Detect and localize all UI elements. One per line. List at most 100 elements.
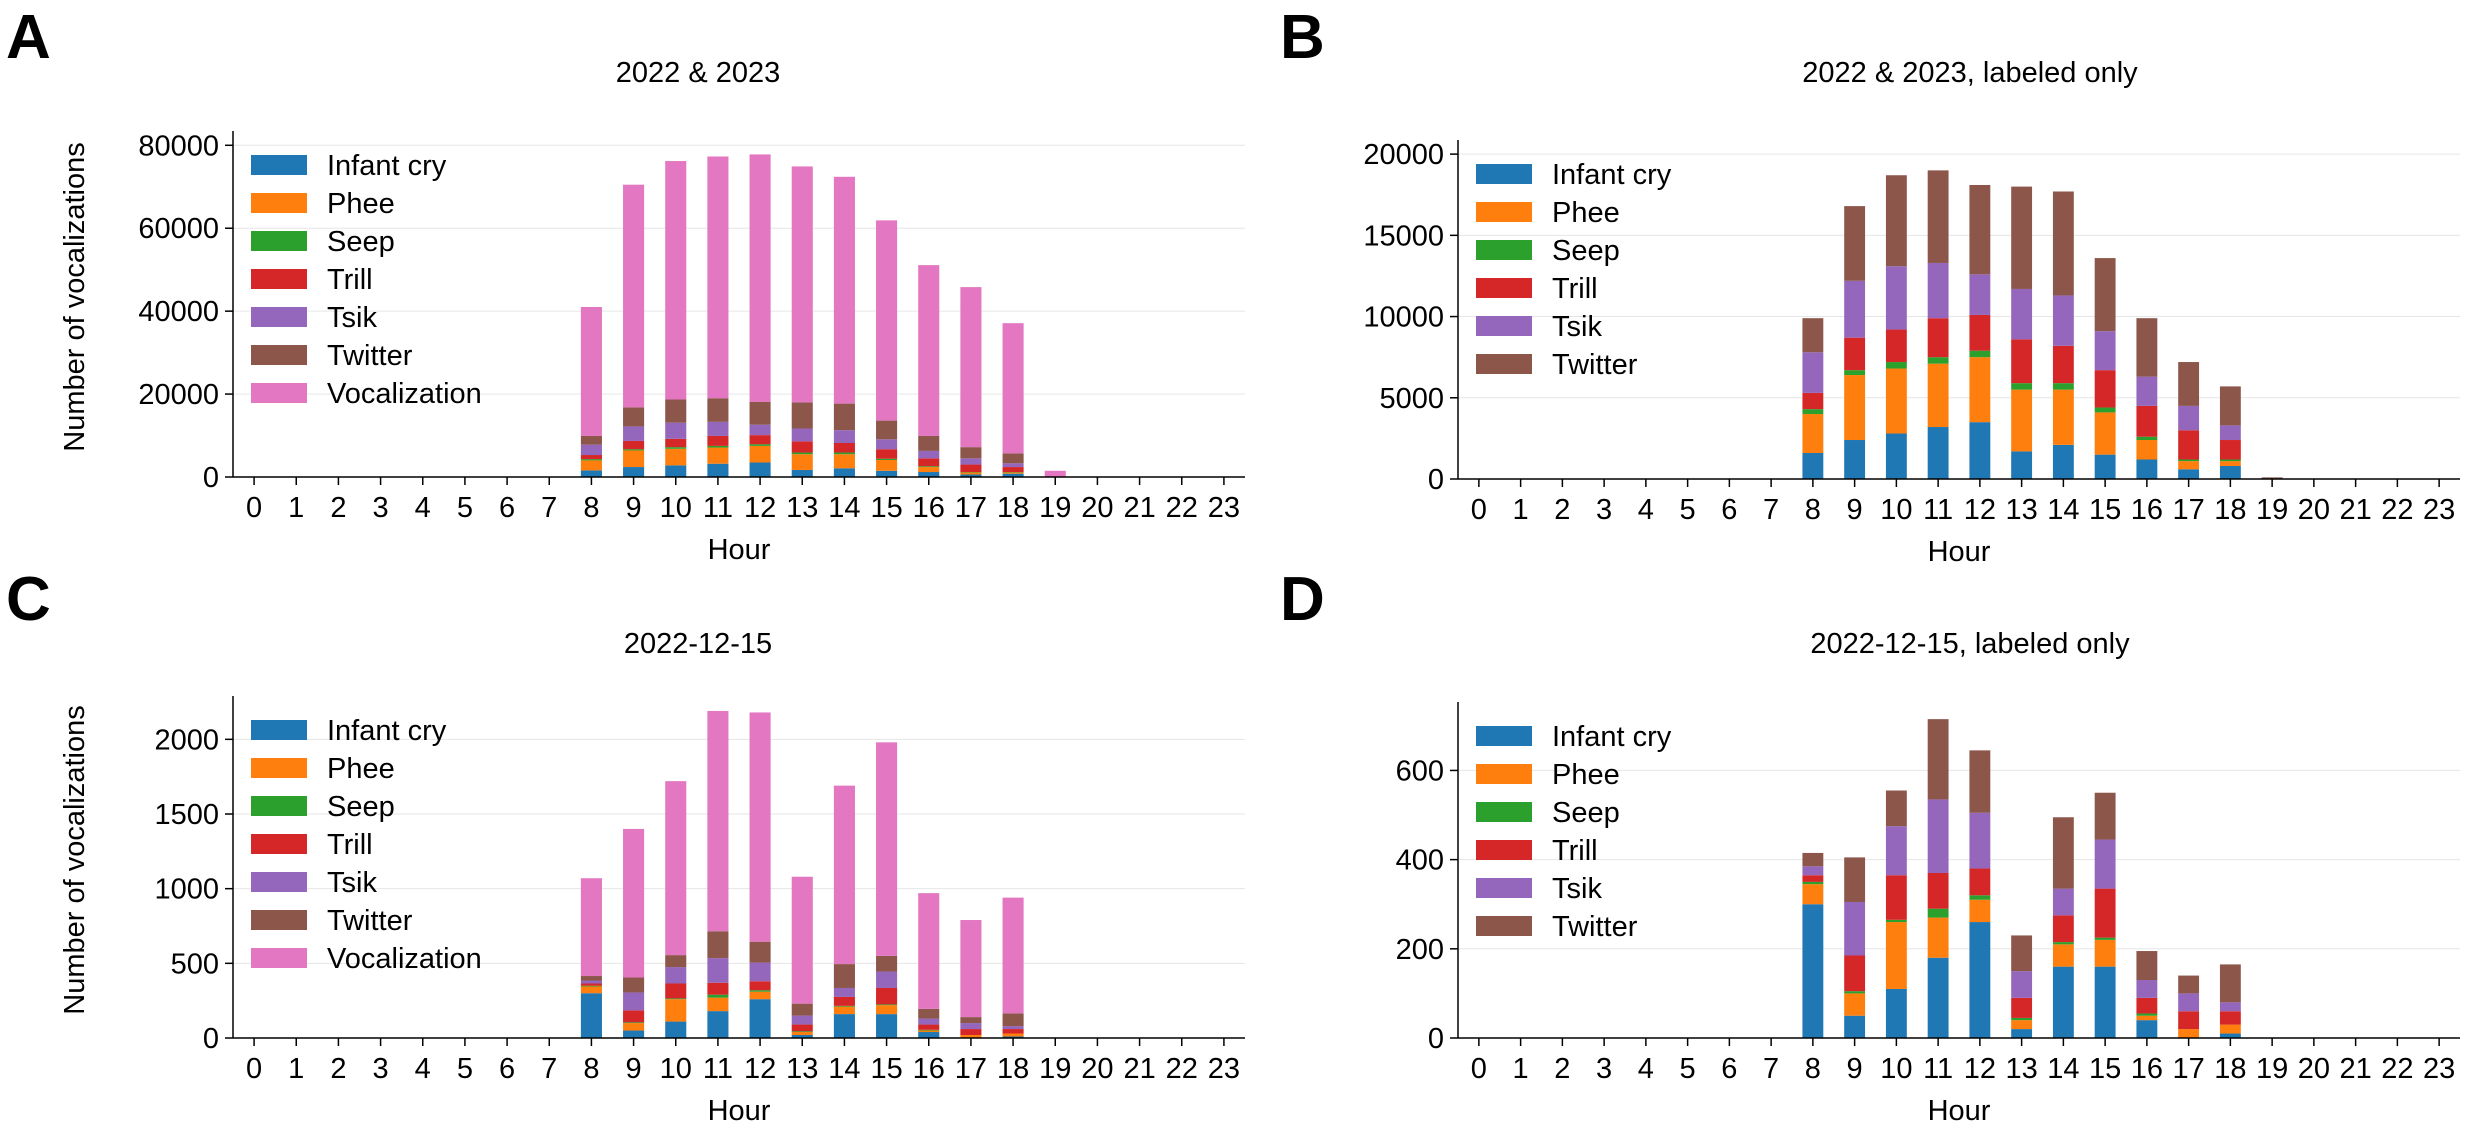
y-tick-label: 15000 xyxy=(1363,220,1444,252)
legend-label: Tsik xyxy=(1552,873,1602,905)
bar-segment xyxy=(1002,1029,1024,1034)
bar-segment xyxy=(791,1032,813,1036)
x-tick-label: 3 xyxy=(373,492,389,524)
x-tick-label: 15 xyxy=(2089,494,2121,526)
x-tick-label: 7 xyxy=(541,492,557,524)
legend-swatch xyxy=(251,872,307,892)
bar-segment xyxy=(2094,966,2116,1038)
x-tick-label: 0 xyxy=(246,1053,262,1085)
bar-segment xyxy=(707,982,729,995)
bar-segment xyxy=(1844,993,1866,1016)
bar-segment xyxy=(2219,440,2241,460)
bar-segment xyxy=(2052,295,2074,346)
x-tick-label: 13 xyxy=(2005,494,2037,526)
bar-segment xyxy=(918,1024,940,1030)
bar-segment xyxy=(1802,453,1824,479)
bar-segment xyxy=(876,220,898,421)
bar-segment xyxy=(665,1021,687,1038)
x-tick-label: 13 xyxy=(2005,1053,2037,1085)
bar-segment xyxy=(580,986,602,994)
x-tick-label: 0 xyxy=(1471,494,1487,526)
bar-segment xyxy=(1927,908,1949,918)
legend-swatch xyxy=(251,307,307,327)
bar-segment xyxy=(707,421,729,436)
bar-segment xyxy=(2178,1011,2200,1030)
y-tick-label: 200 xyxy=(1396,934,1444,966)
bar-segment xyxy=(2011,339,2033,384)
bar-segment xyxy=(833,1014,855,1038)
x-tick-label: 14 xyxy=(828,1053,860,1085)
bar-segment xyxy=(580,460,602,471)
bar-segment xyxy=(2094,331,2116,371)
bar-segment xyxy=(707,931,729,959)
bar-segment xyxy=(876,460,898,471)
bar-segment xyxy=(1969,895,1991,900)
bar-segment xyxy=(1844,375,1866,441)
bar-segment xyxy=(918,1008,940,1019)
legend-label: Trill xyxy=(1552,273,1598,305)
y-tick-label: 2000 xyxy=(154,724,219,756)
bar-segment xyxy=(1002,897,1024,1014)
bar-segment xyxy=(580,985,602,987)
bar-segment xyxy=(833,403,855,431)
bar-segment xyxy=(918,893,940,1009)
x-tick-label: 23 xyxy=(2423,494,2455,526)
bar-segment xyxy=(707,447,729,464)
bar-segment xyxy=(918,472,940,477)
bar-segment xyxy=(580,878,602,977)
bar-segment xyxy=(749,401,771,425)
x-tick-label: 12 xyxy=(1964,1053,1996,1085)
x-tick-label: 12 xyxy=(1964,494,1996,526)
x-tick-label: 19 xyxy=(1039,1053,1071,1085)
bar-segment xyxy=(918,1018,940,1025)
panel-letter: C xyxy=(6,565,51,634)
bar-segment xyxy=(2178,993,2200,1012)
bar-segment xyxy=(1802,318,1824,353)
bar-segment xyxy=(2011,1017,2033,1021)
bar-segment xyxy=(833,1005,855,1007)
bar-segment xyxy=(2011,997,2033,1018)
bar-segment xyxy=(1802,881,1824,885)
bar-segment xyxy=(833,430,855,443)
bar-segment xyxy=(918,1032,940,1038)
y-tick-label: 60000 xyxy=(138,213,219,245)
legend-label: Infant cry xyxy=(1552,159,1672,191)
bar-segment xyxy=(2219,1024,2241,1034)
bar-segment xyxy=(960,1035,982,1038)
bar-segment xyxy=(623,449,645,451)
chart-title: 2022-12-15, labeled only xyxy=(1810,628,2130,660)
x-tick-label: 5 xyxy=(457,1053,473,1085)
x-tick-label: 16 xyxy=(913,1053,945,1085)
x-tick-label: 8 xyxy=(583,1053,599,1085)
x-tick-label: 14 xyxy=(828,492,860,524)
bar-segment xyxy=(1844,370,1866,376)
bar-segment xyxy=(1885,826,1907,876)
bar-segment xyxy=(833,785,855,965)
legend-swatch xyxy=(1476,354,1532,374)
x-tick-label: 10 xyxy=(660,1053,692,1085)
bar-segment xyxy=(960,458,982,465)
bar-segment xyxy=(918,265,940,436)
bar-segment xyxy=(960,1023,982,1030)
bar-segment xyxy=(1927,427,1949,479)
y-tick-label: 500 xyxy=(171,948,219,980)
bar-segment xyxy=(876,439,898,450)
bar-segment xyxy=(833,996,855,1006)
bar-segment xyxy=(833,987,855,997)
bar-segment xyxy=(707,398,729,422)
x-tick-label: 21 xyxy=(2339,494,2371,526)
bar-segment xyxy=(580,976,602,981)
bar-segment xyxy=(2094,454,2116,479)
legend-label: Trill xyxy=(327,264,373,296)
legend-label: Seep xyxy=(1552,797,1620,829)
y-tick-label: 0 xyxy=(1428,1023,1444,1055)
bar-segment xyxy=(1885,433,1907,479)
bar-segment xyxy=(2219,386,2241,426)
bar-segment xyxy=(1002,1013,1024,1027)
x-tick-label: 6 xyxy=(499,492,515,524)
bar-segment xyxy=(1802,904,1824,1038)
bar-segment xyxy=(665,967,687,984)
legend-swatch xyxy=(251,383,307,403)
bar-segment xyxy=(2011,389,2033,452)
